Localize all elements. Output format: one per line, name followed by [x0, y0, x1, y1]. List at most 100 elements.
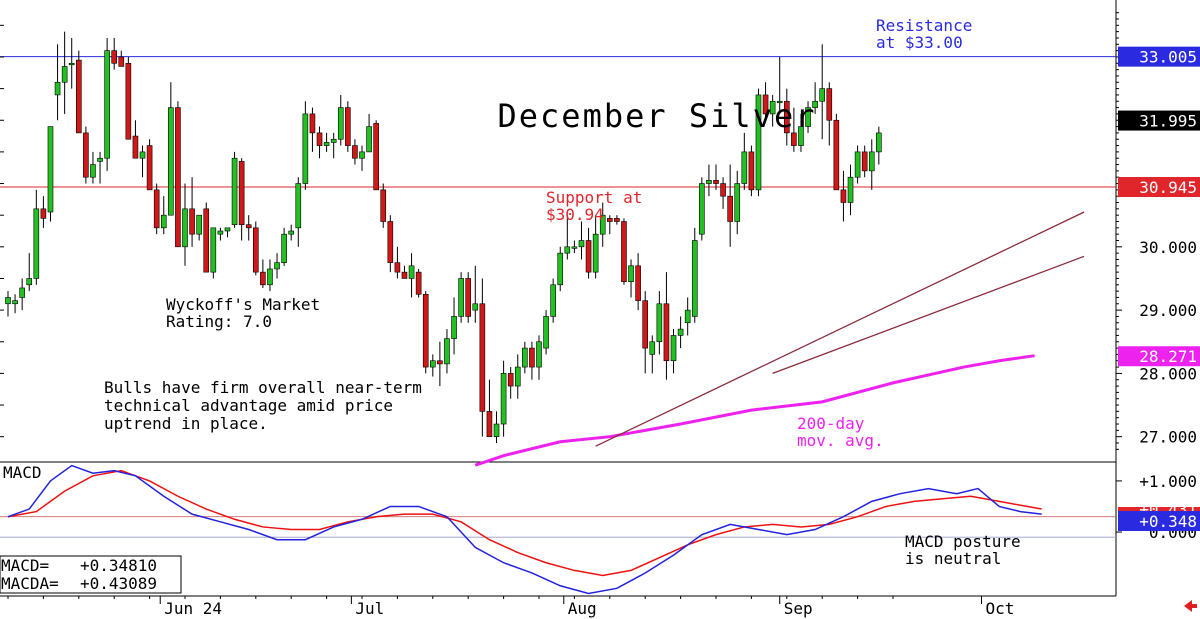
candle-up: [408, 265, 415, 279]
candle-down: [245, 224, 252, 229]
candle-down: [253, 227, 259, 273]
candle-down: [401, 271, 408, 279]
candle-up: [196, 214, 202, 235]
candle-layer: [5, 31, 882, 444]
candle-down: [352, 145, 358, 159]
trendline: [595, 211, 1085, 447]
candle-up: [323, 142, 330, 146]
candle-up: [26, 278, 33, 286]
y-tick-label: 28.000: [1139, 364, 1197, 383]
candle-down: [203, 208, 210, 273]
support-axis-label: 30.945: [1139, 178, 1197, 197]
text-line: Bulls have firm overall near-term: [104, 378, 422, 397]
macd-line: [7, 464, 1042, 595]
candle-down: [465, 278, 472, 317]
candle-up: [522, 347, 528, 368]
candle-up: [288, 230, 295, 235]
candle-up: [281, 233, 287, 263]
x-tick-label: Oct: [986, 599, 1015, 618]
candle-down: [153, 189, 160, 229]
candle-down: [507, 373, 514, 387]
candle-down: [76, 59, 82, 134]
candle-down: [40, 208, 47, 219]
candle-up: [578, 240, 585, 248]
candle-down: [387, 221, 394, 263]
candle-up: [812, 100, 818, 108]
macd-values-box: [0, 555, 182, 594]
candle-down: [621, 221, 627, 282]
text-line: is neutral: [905, 549, 1001, 568]
candle-up: [231, 157, 238, 225]
candle-up: [599, 214, 606, 235]
candle-up: [677, 328, 684, 336]
price-panel: December Silver Resistance at $33.00 Supp…: [0, 0, 1117, 597]
y-tick-label: 27.000: [1139, 428, 1197, 447]
candle-down: [713, 180, 719, 184]
candle-up: [366, 126, 372, 153]
candle-up: [550, 284, 556, 317]
candle-up: [337, 107, 344, 140]
candle-up: [706, 180, 712, 184]
macd-axis-badge: [1118, 511, 1200, 531]
candle-up: [12, 300, 18, 305]
candle-up: [741, 151, 748, 184]
candle-up: [97, 157, 103, 162]
candle-down: [316, 132, 323, 146]
text-line: Rating: 7.0: [166, 312, 272, 331]
candle-up: [472, 303, 479, 311]
candle-up: [557, 252, 564, 286]
text-line: mov. avg.: [797, 431, 884, 450]
candle-up: [656, 303, 663, 343]
ma-200-line: [474, 354, 1035, 467]
candle-down: [422, 293, 429, 368]
candle-up: [776, 100, 783, 104]
candle-down: [861, 151, 868, 172]
candle-up: [160, 214, 167, 229]
candle-up: [444, 338, 450, 365]
candle-up: [451, 316, 457, 339]
candle-down: [111, 50, 117, 64]
x-tick-label: Jun 24: [164, 599, 222, 618]
candle-down: [529, 347, 535, 368]
candle-up: [854, 151, 861, 178]
candle-down: [238, 161, 245, 225]
candle-up: [699, 183, 705, 235]
candle-up: [274, 262, 280, 270]
candle-down: [175, 107, 181, 248]
candle-up: [536, 341, 542, 368]
resistance-axis-label-bg: [1118, 46, 1200, 67]
candle-down: [309, 113, 316, 134]
text-line: $30.94: [546, 205, 604, 224]
x-tick-label: Sep: [784, 599, 813, 618]
market-rating-label: Wyckoff's Market Rating: 7.0: [166, 295, 320, 331]
candle-down: [146, 145, 153, 191]
text-line: Resistance: [876, 16, 972, 35]
candle-up: [210, 227, 217, 273]
candle-up: [649, 341, 656, 355]
candle-down: [132, 135, 139, 159]
candle-up: [543, 316, 549, 349]
candle-up: [90, 164, 96, 178]
candle-up: [429, 360, 436, 368]
candle-down: [606, 218, 613, 222]
x-tick-label: Aug: [568, 599, 597, 618]
candle-down: [791, 132, 797, 146]
candle-up: [514, 366, 521, 387]
candle-down: [727, 195, 733, 222]
candle-up: [68, 62, 75, 66]
ma-axis-label: 28.271: [1139, 347, 1197, 366]
candle-down: [373, 123, 379, 191]
text-line: Support at: [546, 188, 642, 207]
macda-value-label: +0.43089: [80, 574, 157, 593]
chart-title: December Silver: [498, 97, 817, 135]
candle-up: [359, 151, 365, 159]
candle-down: [720, 183, 726, 197]
candle-down: [663, 303, 670, 362]
macd-tick-label: +1.000: [1139, 472, 1197, 491]
candle-up: [500, 373, 507, 425]
candle-up: [755, 94, 762, 191]
ma-axis-label-bg: [1118, 346, 1200, 367]
candle-up: [769, 100, 776, 115]
arrow-left-icon[interactable]: [1184, 600, 1197, 612]
